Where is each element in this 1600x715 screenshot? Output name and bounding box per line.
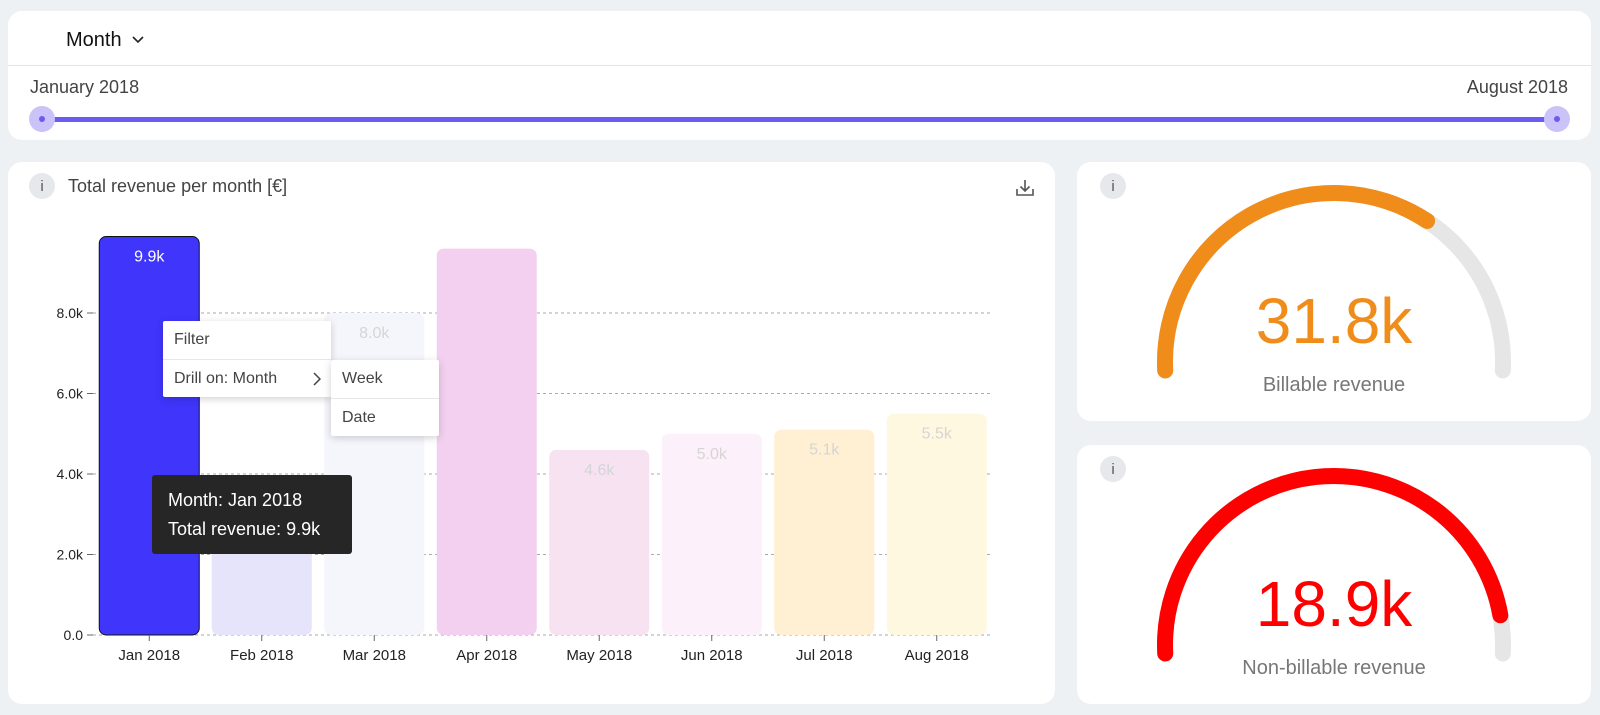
bar[interactable] bbox=[886, 413, 987, 635]
chart-title: Total revenue per month [€] bbox=[68, 176, 288, 196]
x-tick-label: May 2018 bbox=[566, 647, 632, 664]
tooltip-revenue-line: Total revenue: 9.9k bbox=[168, 519, 321, 539]
x-tick-label: Feb 2018 bbox=[230, 647, 293, 664]
gauge-value: 18.9k bbox=[1255, 568, 1413, 640]
bar-data-label: 4.6k bbox=[584, 462, 615, 479]
date-range-slider-track[interactable] bbox=[42, 117, 1557, 122]
x-tick-label: Jul 2018 bbox=[796, 647, 853, 664]
gauge-label: Billable revenue bbox=[1262, 374, 1406, 396]
bar-context-menu: Filter Drill on: Month bbox=[163, 321, 331, 397]
revenue-chart-card: 0.0 2.0k 4.0k 6.0k 8.0k 9.9k Jan 2018 Feb 2018 8… bbox=[8, 162, 1055, 704]
x-tick-label: Aug 2018 bbox=[905, 647, 969, 664]
bar-data-label: 5.1k bbox=[809, 442, 840, 459]
info-icon[interactable]: i bbox=[29, 173, 55, 199]
info-icon[interactable]: i bbox=[1100, 173, 1126, 199]
gauge-fill bbox=[1157, 185, 1436, 379]
bar-data-label: 9.9k bbox=[134, 249, 165, 266]
x-tick-label: Mar 2018 bbox=[343, 647, 406, 664]
menu-item-drill-on-month[interactable]: Drill on: Month bbox=[163, 359, 331, 397]
bar-data-label: 5.0k bbox=[697, 446, 728, 463]
x-tick-label: Jun 2018 bbox=[681, 647, 743, 664]
non-billable-gauge bbox=[1157, 468, 1511, 662]
bar-data-label: 5.5k bbox=[922, 426, 953, 443]
menu-item-label: Drill on: Month bbox=[174, 369, 278, 387]
tooltip-month-line: Month: Jan 2018 bbox=[168, 490, 303, 510]
gauge-label: Non-billable revenue bbox=[1242, 657, 1426, 679]
bar-data-label: 8.0k bbox=[359, 325, 390, 342]
x-tick-label: Apr 2018 bbox=[456, 647, 517, 664]
download-icon[interactable] bbox=[1013, 176, 1037, 200]
y-tick-label: 0.0 bbox=[64, 627, 84, 643]
range-start-label: January 2018 bbox=[30, 77, 140, 97]
menu-item-filter[interactable]: Filter bbox=[174, 331, 210, 348]
range-end-label: August 2018 bbox=[1466, 77, 1568, 97]
revenue-bar-chart: 0.0 2.0k 4.0k 6.0k 8.0k 9.9k Jan 2018 Feb 2018 8… bbox=[57, 236, 993, 664]
y-tick-label: 2.0k bbox=[57, 547, 84, 563]
divider bbox=[8, 65, 1591, 66]
range-end-handle[interactable] bbox=[1544, 106, 1570, 132]
gauge-fill bbox=[1157, 468, 1509, 662]
range-start-handle[interactable] bbox=[29, 106, 55, 132]
billable-gauge bbox=[1157, 185, 1511, 379]
y-tick-label: 8.0k bbox=[57, 305, 84, 321]
y-tick-label: 4.0k bbox=[57, 466, 84, 482]
y-tick-label: 6.0k bbox=[57, 386, 84, 402]
submenu-item-date[interactable]: Date bbox=[331, 398, 439, 436]
chevron-right-icon bbox=[313, 372, 321, 386]
period-dropdown[interactable]: Month bbox=[66, 25, 144, 55]
info-icon[interactable]: i bbox=[1100, 456, 1126, 482]
chevron-down-icon bbox=[132, 36, 144, 44]
period-filter-card: Month January 2018 August 2018 bbox=[8, 11, 1591, 140]
bar-tooltip: Month: Jan 2018 Total revenue: 9.9k bbox=[152, 475, 352, 554]
bar[interactable] bbox=[98, 236, 200, 636]
gauge-value: 31.8k bbox=[1255, 285, 1413, 357]
period-dropdown-label: Month bbox=[66, 28, 122, 51]
submenu-item-week[interactable]: Week bbox=[342, 370, 383, 387]
non-billable-revenue-gauge-card: i 18.9k Non-billable revenue bbox=[1077, 445, 1591, 704]
drill-submenu: Week Date bbox=[331, 360, 439, 436]
billable-revenue-gauge-card: i 31.8k Billable revenue bbox=[1077, 162, 1591, 421]
bar[interactable] bbox=[774, 429, 875, 635]
x-tick-label: Jan 2018 bbox=[118, 647, 180, 664]
bar[interactable] bbox=[436, 248, 537, 635]
bar[interactable] bbox=[661, 433, 762, 635]
bar[interactable] bbox=[549, 449, 650, 635]
